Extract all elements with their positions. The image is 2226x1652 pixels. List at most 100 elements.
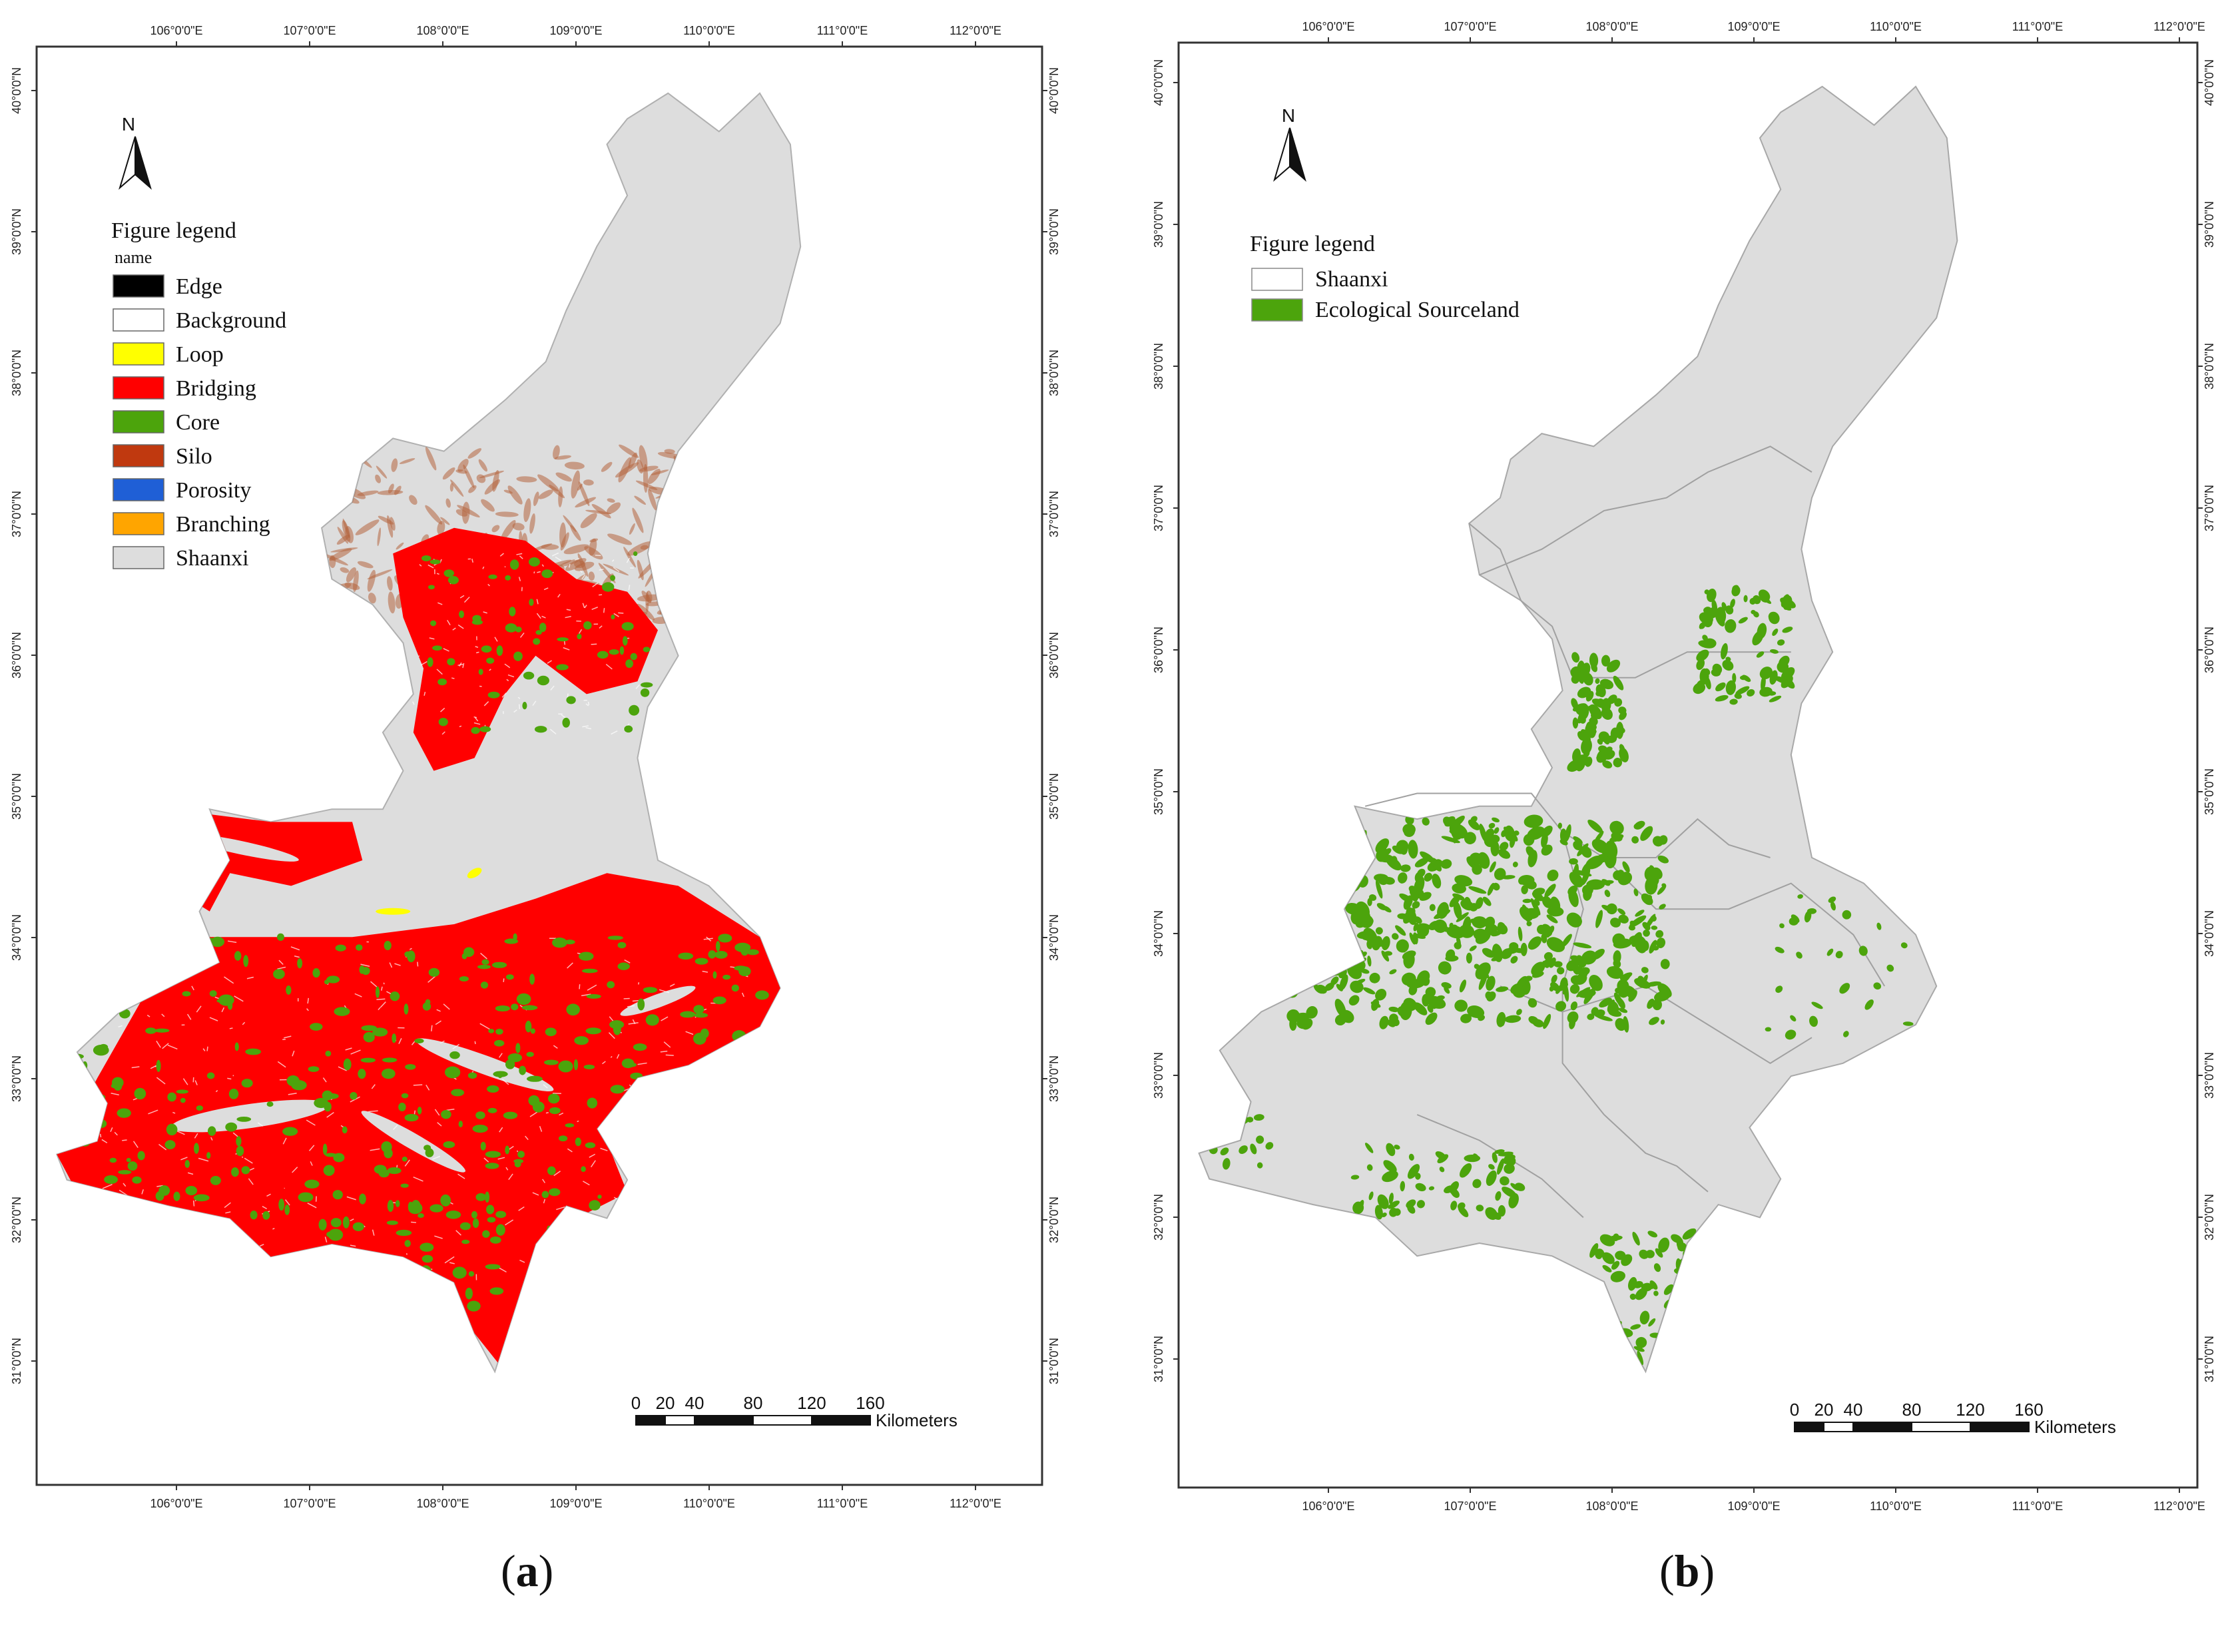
- panel-a-graticule: 106°0'0"E 106°0'0"E 107°0'0"E 107°0'0"E 108°…: [10, 24, 1061, 1510]
- lat-label-right: 31°0'0"N: [1047, 1338, 1061, 1384]
- lon-label-top: 112°0'0"E: [2153, 20, 2205, 33]
- lat-label-left: 40°0'0"N: [1152, 59, 1165, 106]
- north-arrow-label: N: [122, 114, 135, 135]
- lat-label-right: 33°0'0"N: [1047, 1055, 1061, 1102]
- lon-label-bottom: 106°0'0"E: [1302, 1500, 1354, 1513]
- lon-label-bottom: 109°0'0"E: [1727, 1500, 1780, 1513]
- panel-b-graticule: 106°0'0"E 106°0'0"E 107°0'0"E 107°0'0"E 108°…: [1152, 20, 2216, 1513]
- lat-label-left: 40°0'0"N: [10, 67, 23, 114]
- lat-label-right: 35°0'0"N: [1047, 773, 1061, 820]
- lon-label-top: 111°0'0"E: [2012, 20, 2063, 33]
- lon-label-top: 106°0'0"E: [1302, 20, 1354, 33]
- scale-tick-label: 20: [1814, 1400, 1834, 1420]
- scale-tick-label: 160: [856, 1393, 884, 1413]
- lon-label-top: 108°0'0"E: [1585, 20, 1638, 33]
- lat-label-left: 38°0'0"N: [1152, 343, 1165, 390]
- lat-label-left: 36°0'0"N: [1152, 627, 1165, 673]
- legend-swatch: [113, 410, 164, 433]
- scale-tick-label: 80: [1902, 1400, 1922, 1420]
- lat-label-left: 33°0'0"N: [10, 1055, 23, 1102]
- legend-swatch: [1251, 268, 1303, 291]
- legend-subtitle: name: [115, 248, 152, 267]
- lat-label-right: 37°0'0"N: [2203, 485, 2216, 531]
- scale-tick-label: 20: [656, 1393, 675, 1413]
- lat-label-left: 35°0'0"N: [1152, 768, 1165, 815]
- lat-label-right: 39°0'0"N: [1047, 208, 1061, 255]
- panel-a-north-arrow: N: [119, 114, 152, 190]
- panel-b-north-arrow: N: [1273, 105, 1306, 182]
- lat-label-right: 33°0'0"N: [2203, 1052, 2216, 1099]
- lon-label-bottom: 108°0'0"E: [416, 1497, 469, 1510]
- panel-a-legend: Figure legend name Edge Background Loop Bri…: [111, 218, 286, 571]
- lat-label-left: 31°0'0"N: [10, 1338, 23, 1384]
- lon-label-bottom: 112°0'0"E: [2153, 1500, 2205, 1513]
- legend-item-label: Shaanxi: [1315, 267, 1388, 292]
- north-arrow-label: N: [1282, 105, 1295, 126]
- lat-label-left: 35°0'0"N: [10, 773, 23, 820]
- legend-swatch: [113, 546, 164, 569]
- scale-unit-label: Kilometers: [876, 1410, 958, 1430]
- legend-swatch: [113, 478, 164, 501]
- lat-label-left: 37°0'0"N: [10, 491, 23, 537]
- lat-label-right: 34°0'0"N: [1047, 914, 1061, 961]
- lon-label-top: 109°0'0"E: [549, 24, 602, 37]
- panel-a-map: 106°0'0"E 106°0'0"E 107°0'0"E 107°0'0"E 108°…: [10, 24, 1061, 1510]
- legend-item-label: Background: [176, 308, 286, 333]
- legend-swatch: [113, 512, 164, 535]
- scale-tick-label: 80: [744, 1393, 763, 1413]
- legend-swatch: [113, 342, 164, 366]
- lat-label-left: 34°0'0"N: [10, 914, 23, 961]
- legend-title: Figure legend: [1250, 232, 1375, 256]
- legend-item-label: Branching: [176, 512, 270, 537]
- legend-swatch: [113, 308, 164, 332]
- lat-label-right: 37°0'0"N: [1047, 491, 1061, 537]
- lon-label-top: 106°0'0"E: [150, 24, 202, 37]
- lat-label-right: 35°0'0"N: [2203, 768, 2216, 815]
- lon-label-bottom: 109°0'0"E: [549, 1497, 602, 1510]
- lat-label-left: 39°0'0"N: [10, 208, 23, 255]
- lon-label-top: 109°0'0"E: [1727, 20, 1780, 33]
- legend-swatch: [113, 274, 164, 298]
- lon-label-bottom: 107°0'0"E: [1444, 1500, 1496, 1513]
- lon-label-bottom: 112°0'0"E: [950, 1497, 1001, 1510]
- lon-label-bottom: 107°0'0"E: [283, 1497, 336, 1510]
- lat-label-right: 36°0'0"N: [1047, 632, 1061, 679]
- lon-label-bottom: 108°0'0"E: [1585, 1500, 1638, 1513]
- panel-a-caption: (a): [501, 1545, 554, 1596]
- scale-tick-label: 120: [797, 1393, 826, 1413]
- scale-tick-label: 40: [685, 1393, 704, 1413]
- lon-label-top: 112°0'0"E: [950, 24, 1001, 37]
- lat-label-right: 38°0'0"N: [1047, 350, 1061, 396]
- lat-label-left: 32°0'0"N: [10, 1197, 23, 1243]
- lat-label-left: 34°0'0"N: [1152, 910, 1165, 957]
- panel-b-map: 106°0'0"E 106°0'0"E 107°0'0"E 107°0'0"E 108°…: [1152, 20, 2216, 1513]
- lon-label-top: 107°0'0"E: [283, 24, 336, 37]
- legend-item-label: Bridging: [176, 376, 256, 401]
- lon-label-top: 107°0'0"E: [1444, 20, 1496, 33]
- lat-label-right: 36°0'0"N: [2203, 627, 2216, 673]
- legend-item-label: Loop: [176, 342, 224, 367]
- legend-item-label: Silo: [176, 444, 212, 469]
- lat-label-left: 39°0'0"N: [1152, 201, 1165, 248]
- lon-label-bottom: 106°0'0"E: [150, 1497, 202, 1510]
- lat-label-right: 34°0'0"N: [2203, 910, 2216, 957]
- legend-item-label: Core: [176, 410, 220, 435]
- legend-item-label: Porosity: [176, 478, 251, 503]
- scale-tick-label: 40: [1844, 1400, 1863, 1420]
- legend-item-label: Shaanxi: [176, 546, 249, 571]
- panel-b-shaanxi-outline: [1198, 85, 1958, 1374]
- legend-swatch: [1251, 298, 1303, 322]
- lat-label-right: 39°0'0"N: [2203, 201, 2216, 248]
- scale-tick-label: 0: [631, 1393, 641, 1413]
- lat-label-right: 38°0'0"N: [2203, 343, 2216, 390]
- north-arrow-icon: [135, 136, 152, 190]
- lon-label-bottom: 110°0'0"E: [1870, 1500, 1922, 1513]
- lat-label-left: 33°0'0"N: [1152, 1052, 1165, 1099]
- legend-item-label: Edge: [176, 274, 222, 299]
- panel-b-legend: Figure legend Shaanxi Ecological Sourcela…: [1250, 232, 1520, 322]
- lat-label-left: 31°0'0"N: [1152, 1336, 1165, 1382]
- lon-label-bottom: 110°0'0"E: [683, 1497, 735, 1510]
- lon-label-top: 111°0'0"E: [817, 24, 868, 37]
